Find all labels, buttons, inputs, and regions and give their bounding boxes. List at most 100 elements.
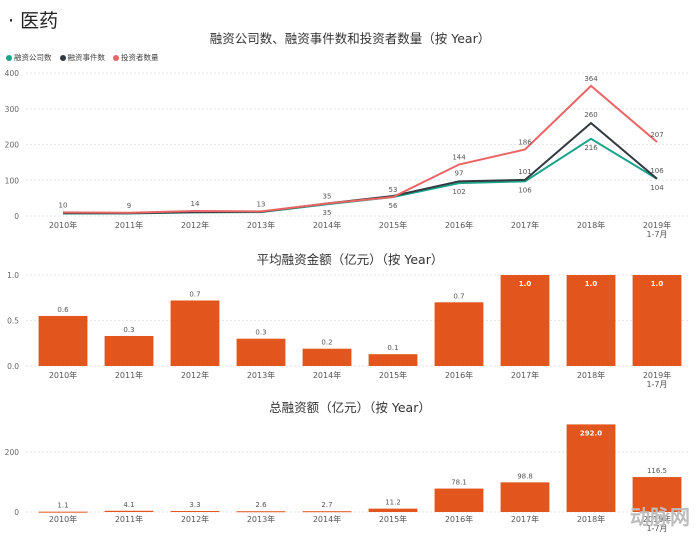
x-tick-label: 2014年 <box>313 220 341 230</box>
series-line-investors <box>62 84 658 214</box>
bar <box>566 424 616 512</box>
bar <box>236 511 286 513</box>
x-tick-label: 2018年 <box>577 370 605 380</box>
x-tick-label: 2018年 <box>577 514 605 524</box>
bar <box>500 482 550 512</box>
line-chart-title: 融资公司数、融资事件数和投资者数量（按 Year） <box>209 31 491 46</box>
total-bar-chart-title: 总融资额（亿元）（按 Year） <box>269 400 431 415</box>
data-label-companies: 56 <box>389 202 398 210</box>
bar <box>170 511 220 513</box>
data-label-investors: 186 <box>518 139 532 147</box>
x-tick-label: 2011年 <box>115 370 143 380</box>
bar <box>170 300 220 366</box>
data-label-companies: 35 <box>323 209 332 217</box>
bar <box>38 315 88 366</box>
y-tick-label: 0 <box>14 212 19 221</box>
legend-dot-events <box>59 54 66 61</box>
bar-data-label: 1.0 <box>651 280 664 288</box>
series-line-companies <box>63 137 658 215</box>
x-tick-label: 2013年 <box>247 370 275 380</box>
data-label-companies: 104 <box>650 184 664 192</box>
data-label-events: 97 <box>455 169 464 177</box>
y-tick-label: 200 <box>5 141 20 150</box>
x-tick-label: 2011年 <box>115 514 143 524</box>
legend-item-companies: 融资公司数 <box>6 52 52 63</box>
y-tick-label: 200 <box>5 448 20 457</box>
bar <box>632 477 682 512</box>
x-tick-label: 2014年 <box>313 514 341 524</box>
watermark: 动脉网 <box>556 488 696 534</box>
data-label-events: 260 <box>584 111 597 119</box>
bar-data-label: 0.6 <box>57 306 69 314</box>
x-tick-label: 2010年 <box>49 220 77 230</box>
watermark-text: 动脉网 <box>630 505 690 529</box>
data-label-investors: 207 <box>650 131 663 139</box>
page-title: · 医药 <box>8 10 59 32</box>
line-chart-legend: 融资公司数 融资事件数 投资者数量 <box>6 52 159 63</box>
x-tick-label: 2012年 <box>181 370 209 380</box>
data-label-investors: 10 <box>59 201 68 209</box>
data-label-companies: 102 <box>452 188 465 196</box>
bar-data-label: 78.1 <box>451 479 467 487</box>
bar <box>566 275 616 366</box>
y-tick-label: 0 <box>14 508 19 517</box>
x-tick-label: 2011年 <box>115 220 143 230</box>
data-label-investors: 13 <box>257 200 266 208</box>
bar-data-label: 1.0 <box>585 280 598 288</box>
x-tick-label: 2012年 <box>181 220 209 230</box>
x-tick-label: 2015年 <box>379 514 407 524</box>
bar-data-label: 2.6 <box>255 501 267 509</box>
legend-label-events: 融资事件数 <box>67 53 106 62</box>
x-tick-label: 2017年 <box>511 514 539 524</box>
x-tick-label: 2015年 <box>379 220 407 230</box>
x-tick-label: 2010年 <box>49 370 77 380</box>
bar-data-label: 3.3 <box>189 501 200 509</box>
y-tick-label: 0.5 <box>7 317 19 326</box>
bar-data-label: 0.2 <box>321 339 332 347</box>
bar <box>302 348 352 366</box>
bar-data-label: 0.3 <box>255 329 266 337</box>
x-tick-label: 2012年 <box>181 514 209 524</box>
data-label-companies: 106 <box>518 186 532 194</box>
bar <box>434 302 484 366</box>
x-tick-label: 2014年 <box>313 370 341 380</box>
bar-data-label: 0.3 <box>123 326 134 334</box>
x-tick-label: 2013年 <box>247 514 275 524</box>
y-tick-label: 100 <box>5 176 20 185</box>
legend-item-investors: 投资者数量 <box>113 52 159 63</box>
legend-dot-investors <box>113 54 119 61</box>
bar <box>104 335 154 366</box>
bar-data-label: 98.8 <box>517 472 533 480</box>
bar-data-label: 1.0 <box>519 280 532 288</box>
x-tick-label: 2019年 1-7月 <box>643 370 671 389</box>
x-tick-label: 2017年 <box>511 370 539 380</box>
y-tick-label: 400 <box>5 69 20 78</box>
data-label-events: 101 <box>518 168 531 176</box>
bar <box>38 511 88 513</box>
legend-label-companies: 融资公司数 <box>14 53 52 62</box>
y-tick-label: 0.0 <box>7 362 19 371</box>
legend-item-events: 融资事件数 <box>59 52 106 63</box>
bar-data-label: 1.1 <box>57 502 68 510</box>
bar <box>632 275 682 366</box>
data-label-investors: 9 <box>127 202 131 210</box>
x-tick-label: 2018年 <box>577 220 605 230</box>
x-tick-label: 2019年 1-7月 <box>643 220 671 239</box>
legend-label-investors: 投资者数量 <box>121 53 159 62</box>
data-label-investors: 14 <box>191 200 200 208</box>
data-label-events: 106 <box>650 167 664 175</box>
x-tick-label: 2016年 <box>445 514 473 524</box>
data-label-investors: 144 <box>452 154 466 162</box>
bar-data-label: 11.2 <box>385 499 401 507</box>
bar <box>434 488 484 512</box>
avg-bar-chart-title: 平均融资金额（亿元）（按 Year） <box>256 252 444 267</box>
bar <box>104 510 154 512</box>
bar <box>302 511 352 513</box>
bar-data-label: 0.1 <box>387 344 398 352</box>
bar <box>368 508 418 512</box>
y-tick-label: 1.0 <box>7 271 19 280</box>
data-label-companies: 216 <box>584 144 598 152</box>
bar <box>368 354 418 366</box>
x-tick-label: 2010年 <box>49 514 77 524</box>
